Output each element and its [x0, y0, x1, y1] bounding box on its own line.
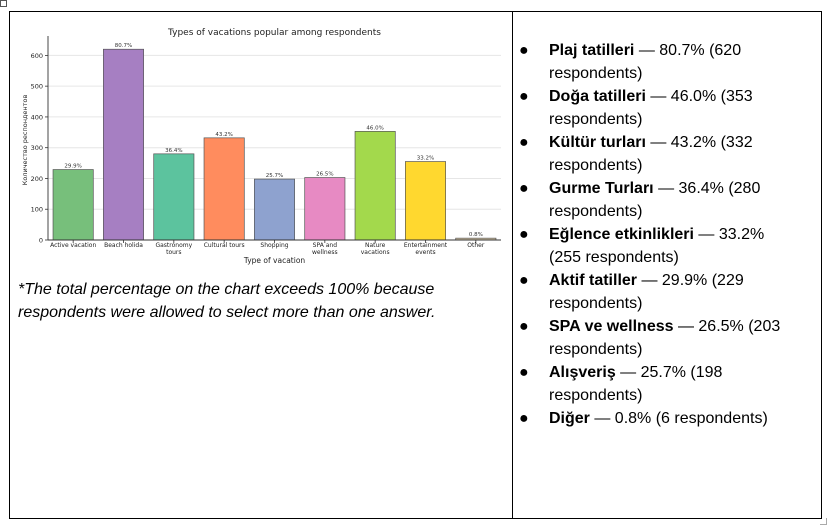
x-tick-label-line: Beach holida	[104, 242, 143, 249]
bar-chart: Types of vacations popular among respond…	[21, 28, 501, 265]
x-tick-label-line: Gastronomy	[155, 242, 192, 249]
x-tick-label-line: Entertainment	[404, 242, 448, 249]
bar	[203, 137, 245, 241]
x-tick-label-line: vacations	[361, 249, 390, 256]
data-label: 46.0%	[366, 125, 383, 131]
stats-list-item: ● Gurme Turları — 36.4% (280 respondents)	[519, 177, 799, 223]
bar	[304, 177, 346, 241]
bullet-icon: ●	[519, 226, 529, 243]
x-tick-label-line: Other	[467, 242, 485, 249]
stat-value: — 0.8% (6 respondents)	[589, 410, 768, 427]
stat-name: Diğer	[549, 410, 590, 427]
stats-list: ● Plaj tatilleri — 80.7% (620 respondents…	[519, 39, 799, 430]
chart-title: Types of vacations popular among respond…	[167, 28, 381, 38]
stats-list-item: ● Diğer — 0.8% (6 respondents)	[519, 407, 799, 430]
x-tick-label-line: Cultural tours	[204, 242, 245, 249]
data-label: 29.9%	[64, 164, 81, 170]
stat-value: — 80.7% (620 respondents)	[549, 42, 742, 82]
bullet-icon: ●	[519, 272, 529, 289]
x-tick-label: Shopping	[260, 242, 288, 249]
stat-name: SPA ve wellness	[549, 318, 674, 335]
x-tick-label-line: Nature	[365, 242, 386, 249]
x-tick-label: Entertainment events	[404, 242, 448, 256]
stat-value: — 43.2% (332 respondents)	[549, 134, 753, 174]
x-tick-label: Active vacation	[50, 242, 96, 249]
data-label: 25.7%	[266, 173, 283, 179]
stat-value: — 46.0% (353 respondents)	[549, 88, 753, 128]
footnote-text: *The total percentage on the chart excee…	[18, 281, 436, 321]
table-anchor-icon[interactable]	[0, 0, 7, 7]
stat-name: Plaj tatilleri	[549, 42, 635, 59]
stat-name: Eğlence etkinlikleri	[549, 226, 694, 243]
stats-list-item: ● Doğa tatilleri — 46.0% (353 respondents…	[519, 85, 799, 131]
bar	[405, 161, 446, 241]
y-axis-label: Количество респондентов	[21, 95, 29, 186]
stats-list-item: ● SPA ve wellness — 26.5% (203 respondent…	[519, 315, 799, 361]
stat-name: Kültür turları	[549, 134, 646, 151]
x-tick-label-line: SPA and	[313, 242, 338, 249]
y-tick-label: 500	[31, 83, 43, 91]
x-axis-label: Type of vacation	[243, 256, 306, 265]
x-tick-label-line: events	[415, 249, 435, 256]
stat-value: — 26.5% (203 respondents)	[549, 318, 781, 358]
x-tick-label: Other	[467, 242, 485, 249]
stats-list-item: ● Eğlence etkinlikleri — 33.2% (255 respo…	[519, 223, 799, 269]
x-tick-label: Cultural tours	[204, 242, 245, 249]
stat-name: Alışveriş	[549, 364, 616, 381]
x-tick-label-line: Shopping	[260, 242, 288, 249]
data-label: 80.7%	[115, 43, 132, 49]
x-tick-label-line: wellness	[312, 249, 338, 256]
x-tick-label-line: Active vacation	[50, 242, 96, 249]
stats-list-item: ● Alışveriş — 25.7% (198 respondents)	[519, 361, 799, 407]
bullet-icon: ●	[519, 134, 529, 151]
bar	[103, 48, 144, 241]
y-tick-label: 300	[31, 144, 43, 152]
bar	[52, 169, 94, 241]
resize-handle-icon[interactable]	[820, 518, 827, 525]
x-tick-label: SPA and wellness	[312, 242, 338, 256]
data-label: 0.8%	[469, 232, 483, 238]
y-tick-label: 200	[31, 175, 43, 183]
y-tick-label: 100	[31, 206, 43, 214]
stat-name: Doğa tatilleri	[549, 88, 646, 105]
data-label: 43.2%	[215, 132, 232, 138]
data-label: 36.4%	[165, 148, 182, 154]
stat-value: — 29.9% (229 respondents)	[549, 272, 744, 312]
bar	[254, 178, 295, 241]
bar	[153, 153, 195, 241]
bar	[354, 131, 396, 241]
stat-name: Gurme Turları	[549, 180, 654, 197]
bullet-icon: ●	[519, 410, 529, 427]
stat-value: — 36.4% (280 respondents)	[549, 180, 761, 220]
y-tick-label: 600	[31, 52, 43, 60]
y-tick-label: 400	[31, 113, 43, 121]
bullet-icon: ●	[519, 364, 529, 381]
document-table: Types of vacations popular among respond…	[9, 11, 822, 519]
bullet-icon: ●	[519, 42, 529, 59]
x-tick-label: Gastronomy tours	[155, 242, 192, 256]
stats-list-item: ● Kültür turları — 43.2% (332 respondents…	[519, 131, 799, 177]
table-cell-stats: ● Plaj tatilleri — 80.7% (620 respondents…	[513, 12, 821, 518]
stats-list-item: ● Aktif tatiller — 29.9% (229 respondents…	[519, 269, 799, 315]
data-label: 26.5%	[316, 172, 333, 178]
x-tick-label: Beach holida	[104, 242, 143, 249]
stat-value: — 33.2% (255 respondents)	[549, 226, 765, 266]
bullet-icon: ●	[519, 180, 529, 197]
stat-name: Aktif tatiller	[549, 272, 638, 289]
data-label: 33.2%	[417, 156, 434, 162]
bullet-icon: ●	[519, 88, 529, 105]
bullet-icon: ●	[519, 318, 529, 335]
y-tick-label: 0	[39, 237, 43, 245]
x-tick-label: Nature vacations	[361, 242, 390, 256]
stat-value: — 25.7% (198 respondents)	[549, 364, 723, 404]
stats-list-item: ● Plaj tatilleri — 80.7% (620 respondents…	[519, 39, 799, 85]
table-cell-chart: Types of vacations popular among respond…	[10, 12, 513, 518]
x-tick-label-line: tours	[166, 249, 181, 256]
